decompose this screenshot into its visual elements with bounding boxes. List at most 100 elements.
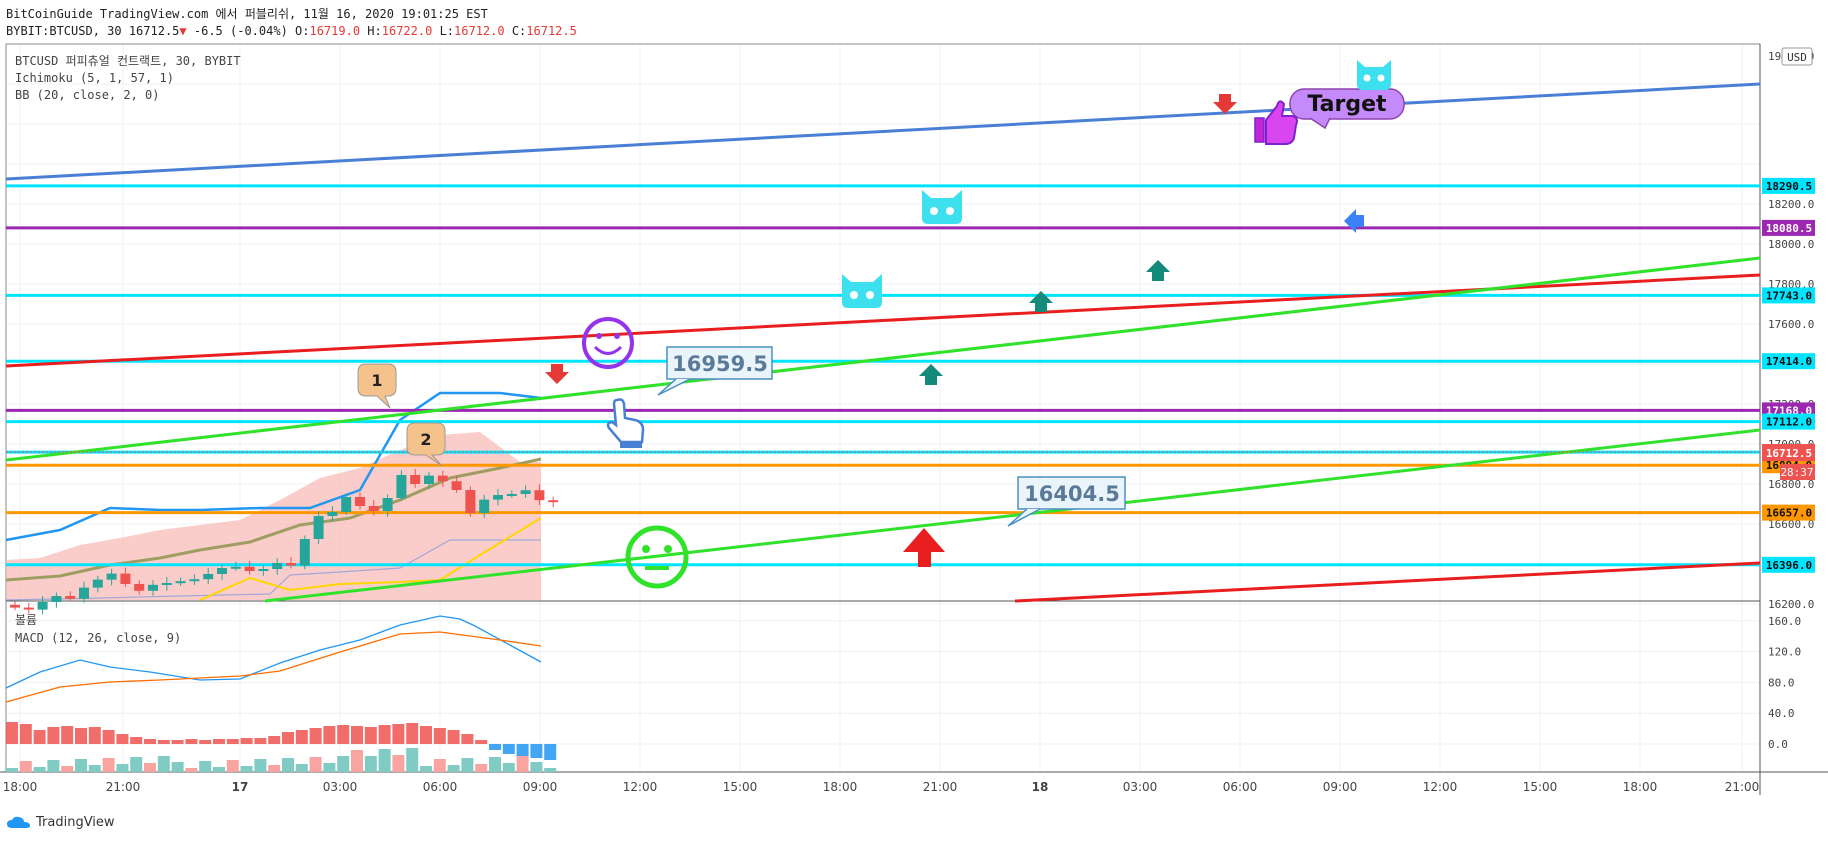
price-tick: 16600.0 <box>1768 518 1814 531</box>
macd-hist-bar <box>433 728 446 744</box>
arrow-up-icon <box>919 364 943 385</box>
volume-bar <box>406 748 419 772</box>
tradingview-cloud-icon <box>7 816 30 828</box>
macd-hist-bar <box>116 734 129 744</box>
chart-frame <box>5 43 1761 773</box>
volume-bar <box>19 761 32 772</box>
macd-line <box>5 615 542 689</box>
macd-hist-bar <box>323 726 336 744</box>
grid <box>6 44 1760 772</box>
level-tag-text: 16396.0 <box>1766 559 1812 572</box>
volume-bar <box>130 757 143 772</box>
cloud-lower-edge <box>5 539 541 601</box>
volume-bar <box>447 765 460 772</box>
macd-hist-bar <box>406 723 419 744</box>
macd-hist-bar <box>530 744 543 758</box>
level-tag <box>1762 413 1815 430</box>
candle-body <box>10 604 20 608</box>
candle-body <box>230 566 241 569</box>
currency-badge[interactable]: USD <box>1781 47 1813 66</box>
candle-body <box>79 587 89 599</box>
time-axis[interactable]: 18:00 21:00 17 03:00 06:00 09:00 12:00 15:00 18:… <box>3 780 1760 794</box>
macd-hist-bar <box>185 739 198 744</box>
volume-bar <box>240 766 253 772</box>
time-tick: 12:00 <box>1423 780 1458 794</box>
volume-bar <box>144 763 156 772</box>
candle-body <box>520 490 531 494</box>
macd-hist-bar <box>226 739 239 744</box>
wave-label-2-text: 2 <box>420 430 431 449</box>
signal-line <box>5 631 542 703</box>
macd-hist-bar <box>61 726 74 744</box>
time-tick: 12:00 <box>623 780 658 794</box>
low-value: 16712.0 <box>454 24 505 38</box>
smiley-neutral-icon <box>625 525 689 589</box>
candle-body <box>368 506 379 511</box>
macd-hist-bar <box>295 730 308 744</box>
cat-face-icon <box>842 274 882 308</box>
level-tag <box>1762 556 1815 573</box>
volume-bar <box>213 767 225 772</box>
price-tick: 18200.0 <box>1768 198 1814 211</box>
candle-body <box>506 494 517 496</box>
volume-bar <box>254 759 267 772</box>
level-tag <box>1762 353 1815 370</box>
currency-text: USD <box>1787 51 1807 64</box>
volume-bar <box>461 758 474 772</box>
candle-body <box>37 602 48 610</box>
time-tick: 18 <box>1032 780 1049 794</box>
candle-body <box>272 563 283 569</box>
level-tag-text: 17743.0 <box>1766 289 1812 302</box>
price-axis[interactable]: 19000.018200.018000.017800.017600.017400… <box>1768 50 1814 611</box>
volume-bar <box>489 757 501 772</box>
macd-histogram <box>6 722 557 760</box>
candle-body <box>106 573 117 580</box>
macd-hist-bar <box>88 727 101 744</box>
macd-hist-bar <box>130 737 143 744</box>
candle-body <box>148 584 158 591</box>
macd-hist-bar <box>144 739 156 744</box>
volume-bar <box>116 764 129 772</box>
macd-hist-bar <box>516 744 529 756</box>
candle-body <box>341 497 352 512</box>
candle-body <box>465 490 476 513</box>
callout-16959: 16959.5 <box>657 346 773 396</box>
volume-bar <box>502 763 515 772</box>
candle-body <box>355 497 365 506</box>
time-tick: 09:00 <box>523 780 558 794</box>
arrow-up-big-icon <box>903 528 945 567</box>
volume-bar <box>171 762 184 772</box>
time-tick: 09:00 <box>1323 780 1358 794</box>
candle-body <box>23 607 34 610</box>
close-value: 16712.5 <box>526 24 577 38</box>
volume-bar <box>309 757 322 772</box>
cat-face-icon <box>922 190 962 224</box>
time-tick: 21:00 <box>1725 780 1760 794</box>
level-tag-text: 18080.5 <box>1766 222 1812 235</box>
bar-countdown: 28:37 <box>1780 466 1813 479</box>
ichimoku-cloud <box>6 432 541 600</box>
wave-label-1-text: 1 <box>371 371 382 390</box>
macd-tick: 40.0 <box>1768 707 1795 720</box>
candle-body <box>258 569 269 571</box>
macd-hist-bar <box>6 722 18 744</box>
open-value: 16719.0 <box>309 24 361 38</box>
candles <box>10 469 559 615</box>
macd-hist-bar <box>213 739 225 744</box>
macd-hist-bar <box>33 730 46 744</box>
macd-hist-bar <box>75 728 87 744</box>
level-tag <box>1762 504 1815 521</box>
legend-bb: BB (20, close, 2, 0) <box>15 88 160 102</box>
macd-tick: 160.0 <box>1768 615 1801 628</box>
volume-bar <box>392 755 405 772</box>
candle-body <box>479 499 490 513</box>
candle-body <box>493 495 503 500</box>
level-tag <box>1762 287 1815 304</box>
volume-bar <box>226 760 239 772</box>
time-tick: 06:00 <box>1223 780 1258 794</box>
current-price-text: 16712.5 <box>1766 447 1812 460</box>
macd-hist-bar <box>157 740 170 744</box>
candle-body <box>327 512 338 516</box>
volume-bar <box>6 768 18 772</box>
